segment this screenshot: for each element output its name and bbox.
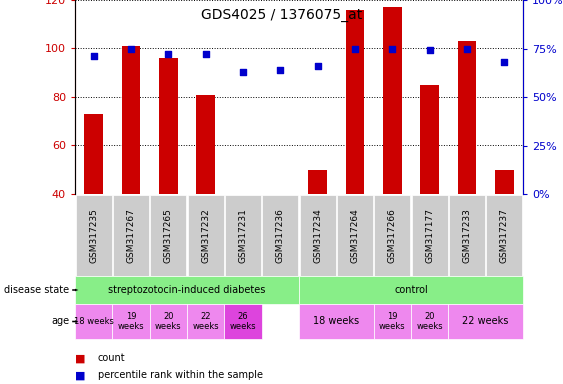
Text: 20
weeks: 20 weeks	[417, 312, 443, 331]
Text: GSM317236: GSM317236	[276, 208, 285, 263]
Text: GSM317231: GSM317231	[239, 208, 248, 263]
Text: 22 weeks: 22 weeks	[462, 316, 509, 326]
Point	[239, 69, 248, 75]
Text: disease state: disease state	[5, 285, 69, 295]
Point	[351, 45, 360, 51]
Text: count: count	[97, 353, 125, 363]
Text: GSM317265: GSM317265	[164, 208, 173, 263]
Point	[201, 51, 210, 57]
Text: GSM317235: GSM317235	[89, 208, 98, 263]
Text: 19
weeks: 19 weeks	[118, 312, 144, 331]
Text: 20
weeks: 20 weeks	[155, 312, 182, 331]
Text: streptozotocin-induced diabetes: streptozotocin-induced diabetes	[108, 285, 266, 295]
Point	[164, 51, 173, 57]
Text: GSM317233: GSM317233	[462, 208, 471, 263]
Text: GSM317232: GSM317232	[201, 208, 210, 263]
Bar	[458, 41, 476, 194]
Point	[425, 47, 434, 53]
Point	[127, 45, 136, 51]
Text: ■: ■	[75, 371, 86, 381]
Bar	[309, 170, 327, 194]
Bar	[495, 170, 513, 194]
Text: percentile rank within the sample: percentile rank within the sample	[97, 371, 262, 381]
Bar	[196, 94, 215, 194]
Text: 19
weeks: 19 weeks	[379, 312, 406, 331]
Text: 22
weeks: 22 weeks	[193, 312, 219, 331]
Point	[388, 45, 397, 51]
Text: ■: ■	[75, 353, 86, 363]
Text: 26
weeks: 26 weeks	[230, 312, 256, 331]
Text: 18 weeks: 18 weeks	[313, 316, 359, 326]
Point	[276, 67, 285, 73]
Text: GSM317267: GSM317267	[127, 208, 136, 263]
Text: GSM317237: GSM317237	[500, 208, 509, 263]
Bar	[346, 10, 364, 194]
Text: GSM317177: GSM317177	[425, 208, 434, 263]
Text: age: age	[51, 316, 69, 326]
Bar	[421, 85, 439, 194]
Bar	[122, 46, 140, 194]
Text: GSM317266: GSM317266	[388, 208, 397, 263]
Point	[313, 63, 322, 69]
Point	[500, 59, 509, 65]
Bar	[84, 114, 103, 194]
Bar	[159, 58, 178, 194]
Point	[89, 53, 98, 60]
Text: 18 weeks: 18 weeks	[74, 317, 114, 326]
Text: control: control	[394, 285, 428, 295]
Text: GDS4025 / 1376075_at: GDS4025 / 1376075_at	[201, 8, 362, 22]
Bar	[383, 7, 401, 194]
Text: GSM317234: GSM317234	[313, 208, 322, 263]
Text: GSM317264: GSM317264	[351, 208, 360, 263]
Point	[462, 45, 471, 51]
